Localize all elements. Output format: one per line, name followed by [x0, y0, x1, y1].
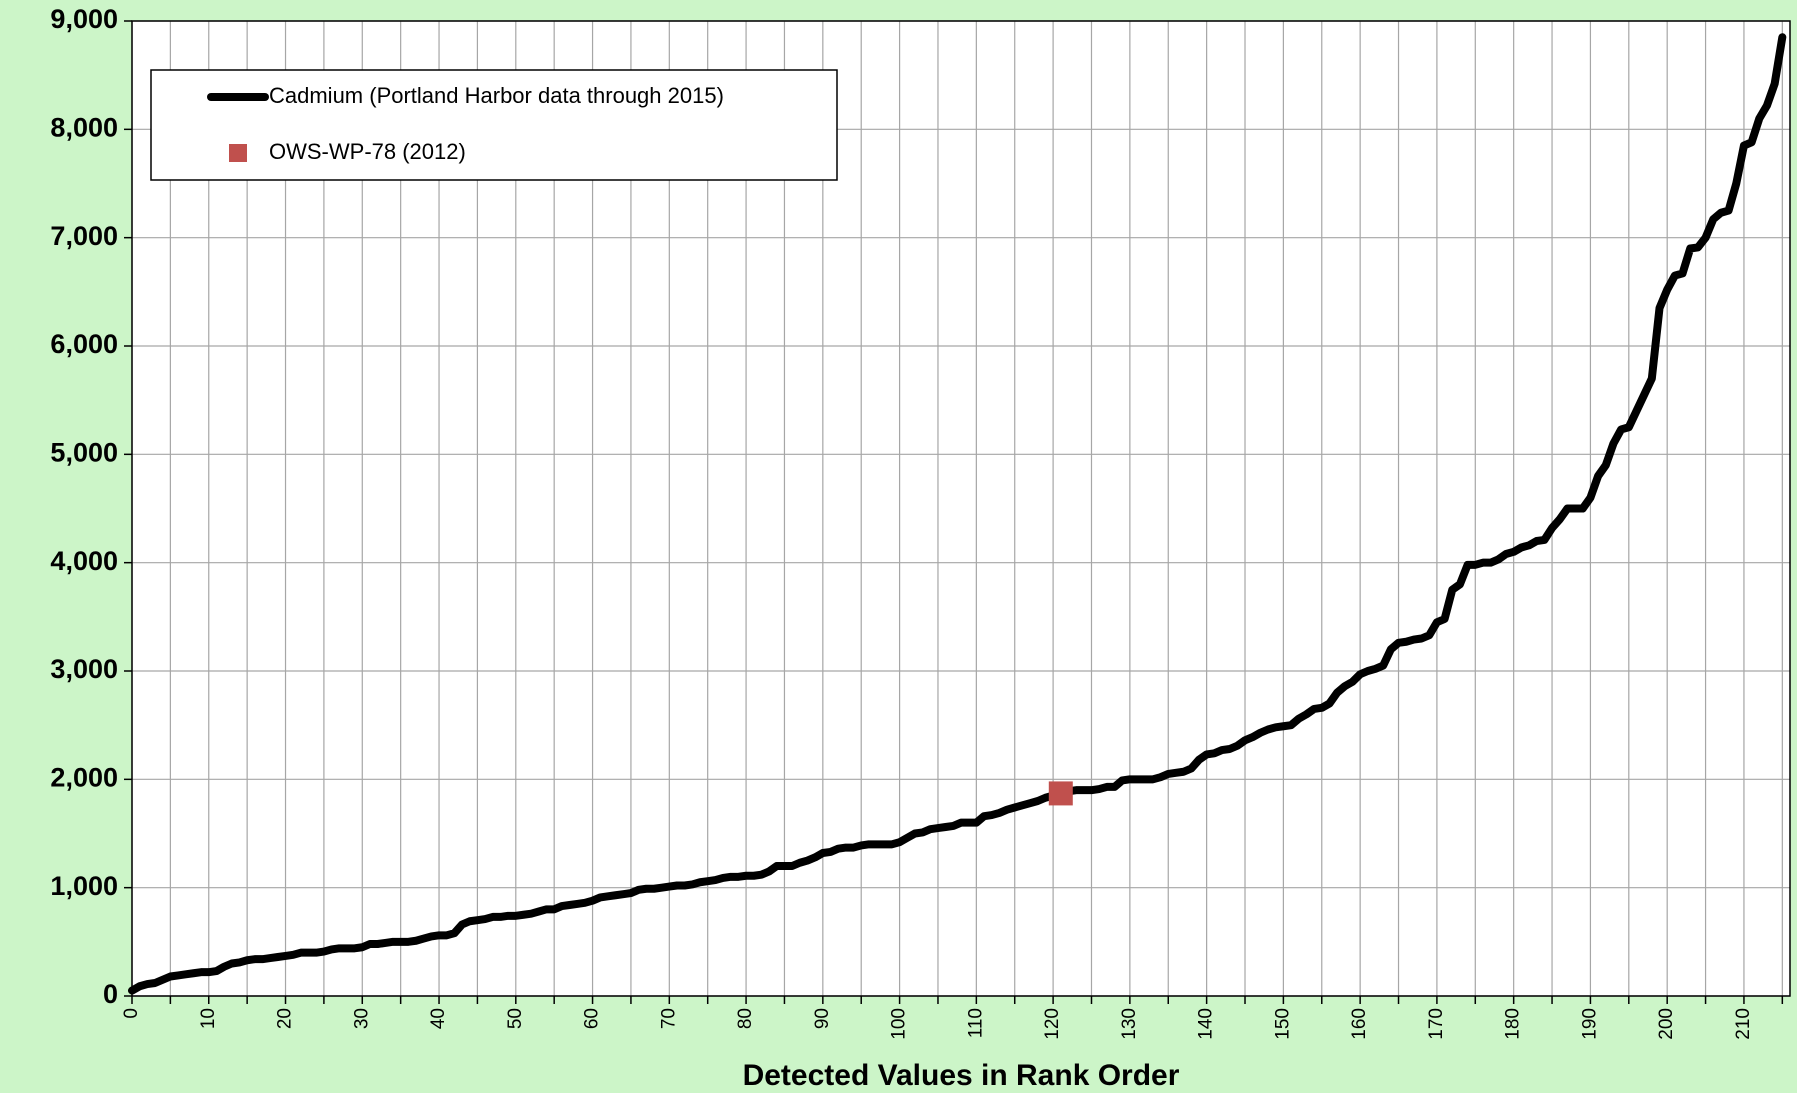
y-tick-label: 2,000	[50, 762, 118, 792]
x-tick-label: 170	[1426, 1008, 1447, 1040]
x-tick-label: 90	[812, 1008, 833, 1029]
x-tick-label: 190	[1579, 1008, 1600, 1040]
y-tick-label: 8,000	[50, 112, 118, 142]
x-tick-label: 200	[1656, 1008, 1677, 1040]
y-tick-label: 1,000	[50, 871, 118, 901]
line	[128, 33, 1787, 995]
legend-label: Cadmium (Portland Harbor data through 20…	[269, 83, 724, 108]
x-tick-label: 60	[582, 1008, 603, 1029]
y-tick-label: 5,000	[50, 437, 118, 467]
y-tick-label: 6,000	[50, 329, 118, 359]
x-tick-label: 50	[505, 1008, 526, 1029]
plot-border	[131, 20, 1791, 997]
x-tick-label: 130	[1119, 1008, 1140, 1040]
x-tick-label: 210	[1733, 1008, 1754, 1040]
x-tick-label: 100	[889, 1008, 910, 1040]
x-tick-label: 140	[1196, 1008, 1217, 1040]
x-tick-label: 120	[1042, 1008, 1063, 1040]
y-tick-label: 7,000	[50, 221, 118, 251]
x-tick-label: 70	[658, 1008, 679, 1029]
x-tick-label: 10	[198, 1008, 219, 1029]
y-tick-label: 3,000	[50, 654, 118, 684]
legend-label: OWS-WP-78 (2012)	[269, 139, 466, 164]
y-tick-label: 4,000	[50, 546, 118, 576]
x-tick-label: 180	[1503, 1008, 1524, 1040]
x-tick-label: 150	[1272, 1008, 1293, 1040]
y-tick-label: 0	[103, 979, 118, 1009]
x-tick-label: 40	[428, 1008, 449, 1029]
x-tick-label: 20	[275, 1008, 296, 1029]
x-tick-label: 30	[351, 1008, 372, 1029]
x-tick-label: 110	[965, 1008, 986, 1038]
x-axis-label: Detected Values in Rank Order	[743, 1059, 1180, 1092]
legend-swatch	[229, 144, 247, 162]
x-tick-label: 80	[735, 1008, 756, 1029]
x-tick-label: 160	[1349, 1008, 1370, 1040]
legend-box	[150, 69, 838, 181]
marker	[1048, 781, 1073, 806]
y-tick-label: 9,000	[50, 4, 118, 34]
x-tick-label: 0	[121, 1008, 142, 1019]
